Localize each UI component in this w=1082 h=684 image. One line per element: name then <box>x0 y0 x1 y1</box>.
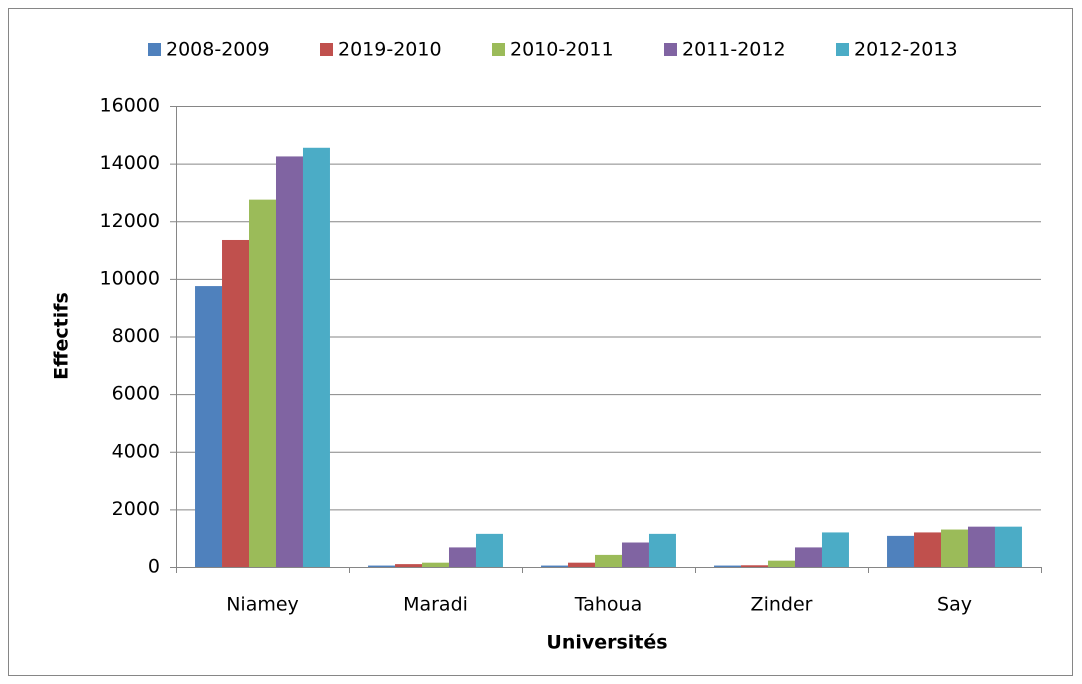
bar <box>994 526 1022 567</box>
bar <box>448 547 476 567</box>
bar <box>302 147 330 567</box>
y-tick-label: 2000 <box>112 498 160 520</box>
chart-frame <box>8 8 1073 676</box>
x-tick-label: Niamey <box>226 594 299 616</box>
y-tick-label: 6000 <box>112 383 160 405</box>
legend-swatch <box>664 43 677 56</box>
bar <box>195 286 223 567</box>
bar <box>941 529 968 567</box>
bar <box>275 156 303 567</box>
bar <box>249 199 276 567</box>
bar <box>741 565 769 567</box>
y-tick-label: 0 <box>148 556 160 578</box>
bar <box>595 554 622 567</box>
legend-label: 2008-2009 <box>166 39 270 61</box>
x-axis-label: Universités <box>546 632 667 654</box>
bar <box>887 535 915 567</box>
legend-label: 2010-2011 <box>510 39 614 61</box>
bar <box>222 239 250 567</box>
bar <box>967 526 995 567</box>
legend-swatch <box>492 43 505 56</box>
y-tick-label: 4000 <box>112 440 160 462</box>
bar <box>821 532 849 567</box>
legend-swatch <box>836 43 849 56</box>
x-tick-label: Maradi <box>403 594 468 616</box>
bar <box>621 542 649 567</box>
y-tick-label: 14000 <box>100 152 160 174</box>
bar <box>768 560 795 567</box>
x-tick-label: Zinder <box>751 594 813 616</box>
legend-swatch <box>320 43 333 56</box>
bar <box>648 533 676 567</box>
y-tick-label: 12000 <box>100 210 160 232</box>
x-tick-label: Say <box>937 594 972 616</box>
bar <box>914 532 942 567</box>
legend-label: 2011-2012 <box>682 39 786 61</box>
bar <box>568 562 596 567</box>
legend-label: 2019-2010 <box>338 39 442 61</box>
y-tick-label: 16000 <box>100 95 160 117</box>
bar <box>368 565 396 567</box>
y-tick-label: 10000 <box>100 267 160 289</box>
bar <box>395 564 423 567</box>
y-tick-label: 8000 <box>112 325 160 347</box>
bar <box>714 565 742 567</box>
y-axis-label: Effectifs <box>51 292 73 380</box>
bar <box>541 565 569 567</box>
legend-label: 2012-2013 <box>854 39 958 61</box>
bar <box>794 547 822 567</box>
bar <box>422 562 449 567</box>
bar <box>475 533 503 567</box>
x-tick-label: Tahoua <box>574 594 642 616</box>
legend-swatch <box>148 43 161 56</box>
